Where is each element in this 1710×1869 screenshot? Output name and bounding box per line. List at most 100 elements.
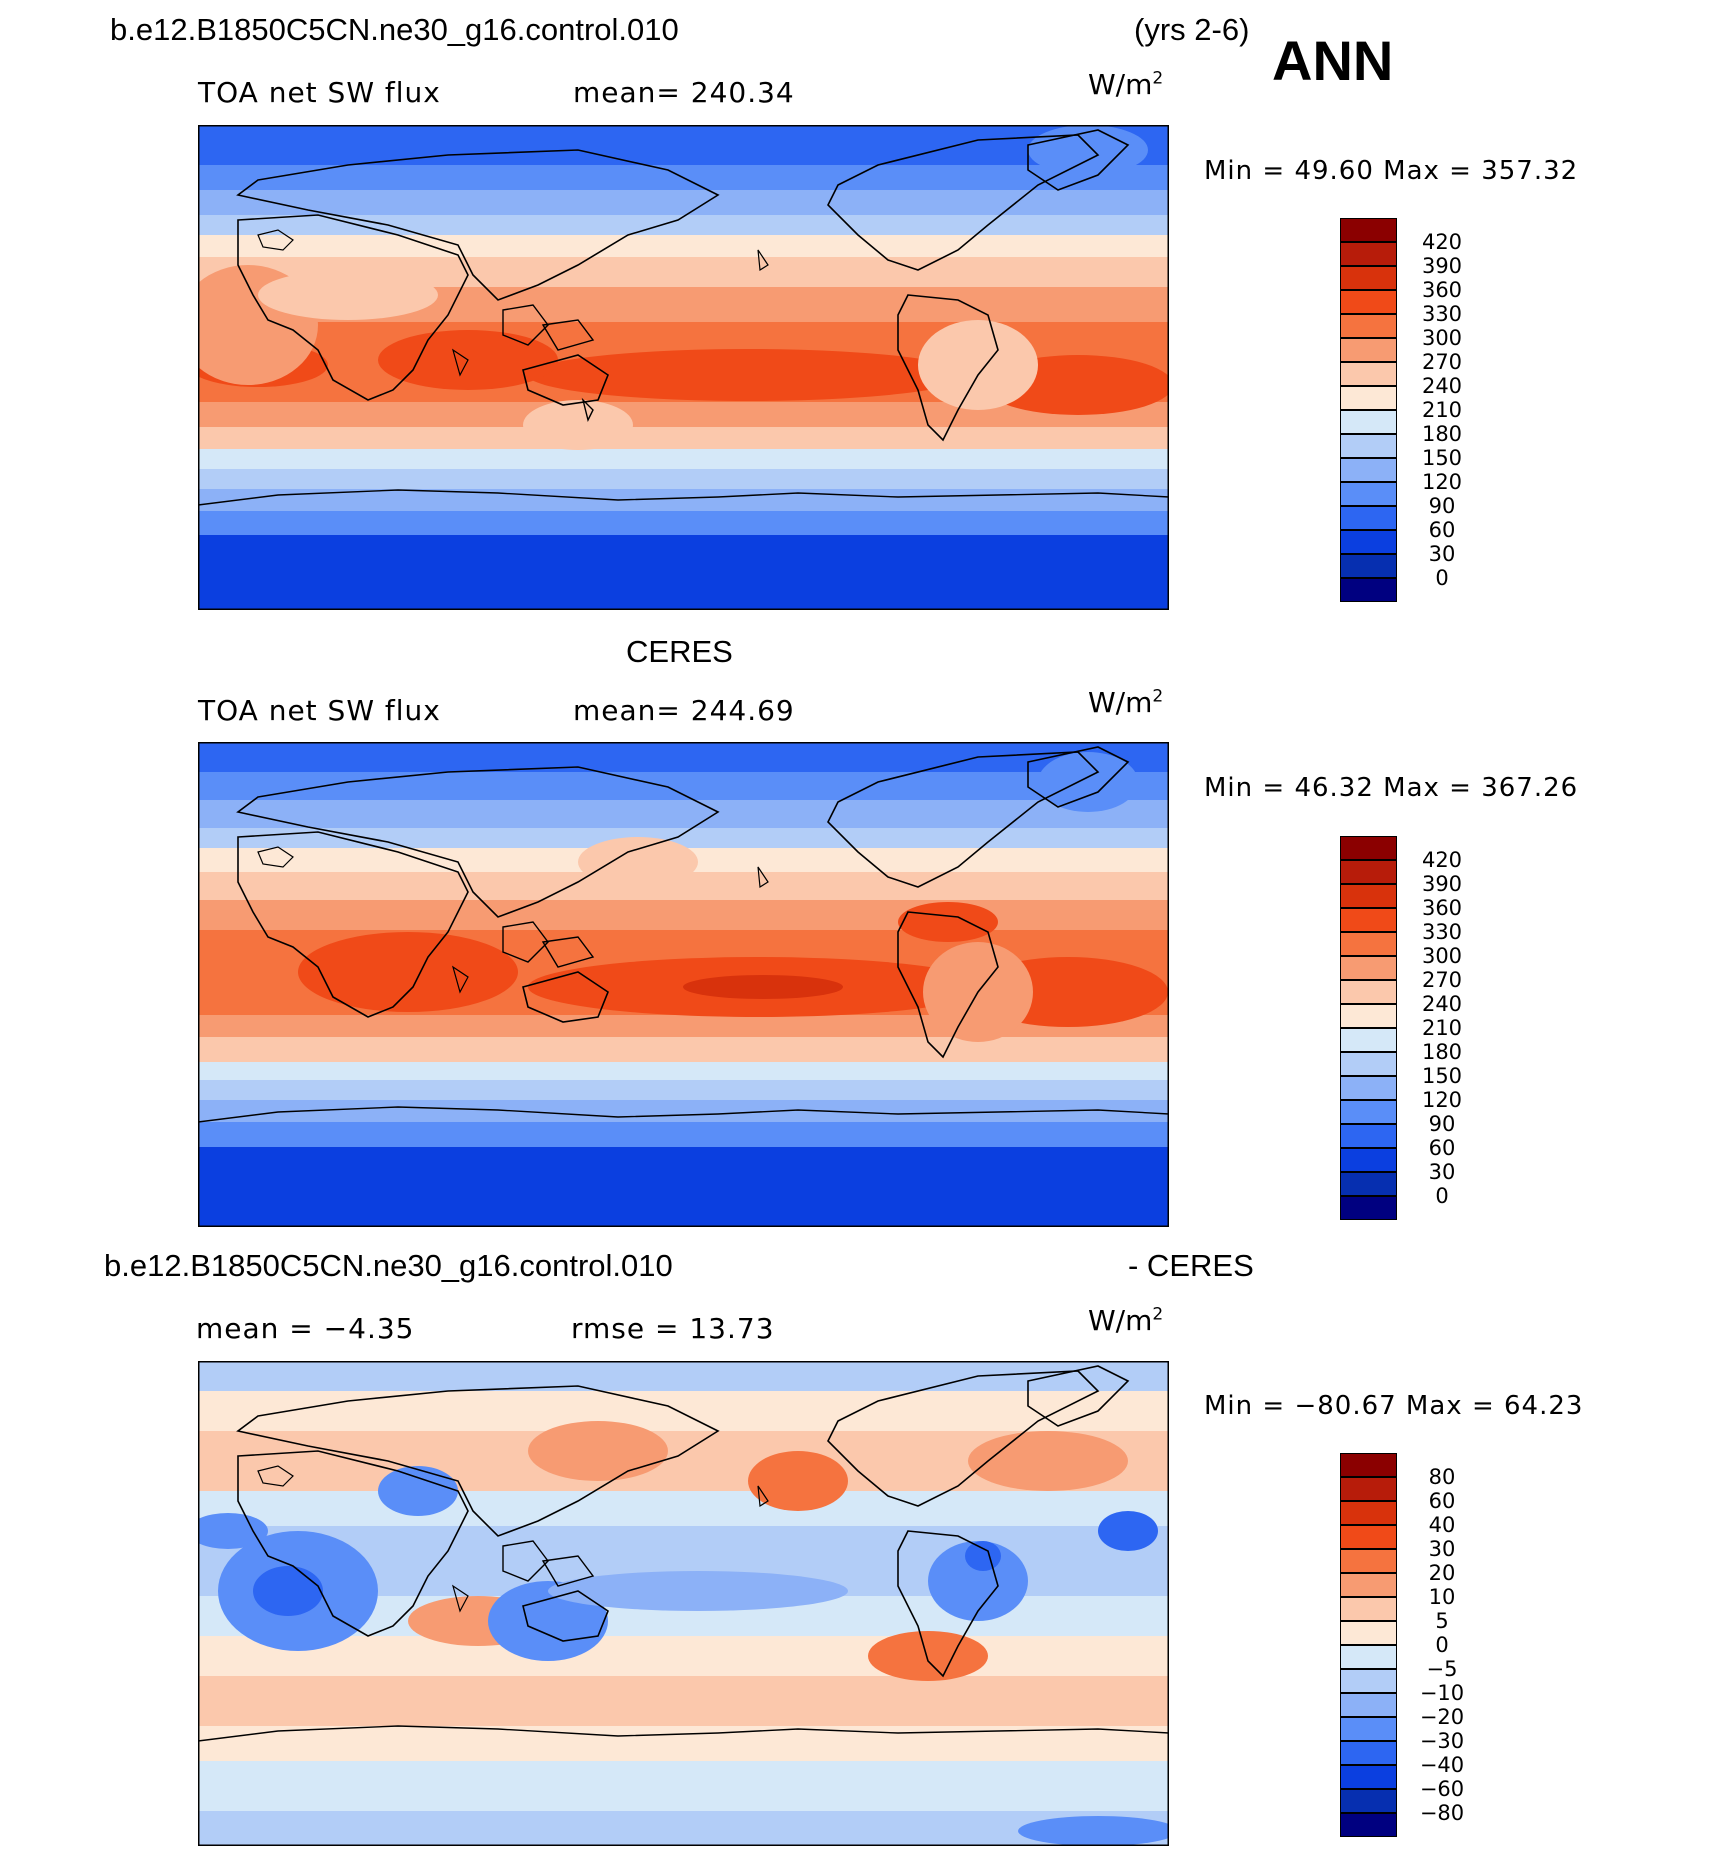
colorbar-label: 0 [1435,1633,1449,1657]
colorbar-box [1340,1100,1397,1124]
colorbar-box [1340,1813,1397,1837]
colorbar-label: 0 [1435,566,1449,590]
case-title: b.e12.B1850C5CN.ne30_g16.control.010 [110,12,679,47]
colorbar-box [1340,1621,1397,1645]
colorbar-box [1340,908,1397,932]
panel1-colorbar: 420 390 360 330 300 270 240 210 180 150 120 90 60 30 0 [1340,218,1462,602]
panel2-variable-label: TOA net SW flux [198,694,441,727]
panel2-units: W/m2 [1088,686,1164,719]
colorbar-label: 90 [1428,1112,1456,1136]
colorbar-label: 300 [1421,944,1463,968]
panel2-colorbar: 420 390 360 330 300 270 240 210 180 150 120 90 60 30 0 [1340,836,1462,1220]
panel3-title-left: b.e12.B1850C5CN.ne30_g16.control.010 [104,1248,673,1283]
panel3-map [198,1361,1169,1846]
panel3-rmse-label: rmse = 13.73 [571,1312,775,1345]
colorbar-label: 60 [1428,1489,1456,1513]
colorbar-box [1340,884,1397,908]
season-label: ANN [1272,29,1394,92]
colorbar-box [1340,1717,1397,1741]
colorbar-box [1340,578,1397,602]
panel3-title-right: - CERES [1128,1248,1254,1283]
colorbar-label: 30 [1428,542,1456,566]
colorbar-box [1340,386,1397,410]
colorbar-box [1340,932,1397,956]
panel2-title: CERES [626,634,733,669]
colorbar-label: 60 [1428,518,1456,542]
colorbar-box [1340,242,1397,266]
colorbar-box [1340,482,1397,506]
panel1-units: W/m2 [1088,68,1164,101]
colorbar-label: 210 [1421,1016,1463,1040]
colorbar-box [1340,1028,1397,1052]
years-label: (yrs 2-6) [1134,12,1250,47]
colorbar-box [1340,530,1397,554]
colorbar-label: −60 [1419,1777,1465,1801]
colorbar-box [1340,1765,1397,1789]
colorbar-box [1340,860,1397,884]
colorbar-label: 270 [1421,968,1463,992]
colorbar-label: 420 [1421,230,1463,254]
colorbar-label: −40 [1419,1753,1465,1777]
colorbar-box [1340,1076,1397,1100]
colorbar-label: 0 [1435,1184,1449,1208]
colorbar-label: 120 [1421,1088,1463,1112]
colorbar-label: 10 [1428,1585,1456,1609]
colorbar-label: 330 [1421,920,1463,944]
colorbar-label: 360 [1421,278,1463,302]
colorbar-label: 300 [1421,326,1463,350]
colorbar-box [1340,314,1397,338]
colorbar-label: 360 [1421,896,1463,920]
panel1-variable-label: TOA net SW flux [198,76,441,109]
colorbar-label: 20 [1428,1561,1456,1585]
colorbar-box [1340,1172,1397,1196]
colorbar-label: 30 [1428,1160,1456,1184]
colorbar-label: 30 [1428,1537,1456,1561]
colorbar-box [1340,554,1397,578]
colorbar-label: 60 [1428,1136,1456,1160]
colorbar-label: 270 [1421,350,1463,374]
colorbar-label: −80 [1419,1801,1465,1825]
colorbar-box [1340,1645,1397,1669]
colorbar-box [1340,1052,1397,1076]
colorbar-box [1340,1004,1397,1028]
colorbar-box [1340,1789,1397,1813]
colorbar-box [1340,1525,1397,1549]
colorbar-box [1340,1597,1397,1621]
colorbar-label: 40 [1428,1513,1456,1537]
colorbar-label: 180 [1421,422,1463,446]
colorbar-label: 240 [1421,374,1463,398]
colorbar-label: 390 [1421,254,1463,278]
colorbar-label: −5 [1426,1657,1458,1681]
colorbar-label: 90 [1428,494,1456,518]
colorbar-box [1340,362,1397,386]
panel2-map [198,742,1169,1227]
colorbar-box [1340,218,1397,242]
colorbar-box [1340,1693,1397,1717]
colorbar-box [1340,338,1397,362]
colorbar-box [1340,956,1397,980]
colorbar-label: 150 [1421,1064,1463,1088]
colorbar-box [1340,1573,1397,1597]
panel3-units: W/m2 [1088,1304,1164,1337]
colorbar-box [1340,266,1397,290]
colorbar-label: 420 [1421,848,1463,872]
colorbar-box [1340,1148,1397,1172]
panel1-map [198,125,1169,610]
colorbar-box [1340,1124,1397,1148]
panel3-minmax: Min = −80.67 Max = 64.23 [1204,1391,1584,1421]
colorbar-box [1340,458,1397,482]
colorbar-box [1340,1741,1397,1765]
colorbar-box [1340,434,1397,458]
colorbar-box [1340,1501,1397,1525]
colorbar-label: 210 [1421,398,1463,422]
colorbar-label: −10 [1419,1681,1465,1705]
colorbar-label: 150 [1421,446,1463,470]
colorbar-box [1340,980,1397,1004]
colorbar-label: 120 [1421,470,1463,494]
panel3-mean-label: mean = −4.35 [196,1312,415,1345]
colorbar-box [1340,1453,1397,1477]
colorbar-label: −20 [1419,1705,1465,1729]
colorbar-box [1340,290,1397,314]
panel1-mean-label: mean= 240.34 [573,76,795,109]
colorbar-label: 240 [1421,992,1463,1016]
